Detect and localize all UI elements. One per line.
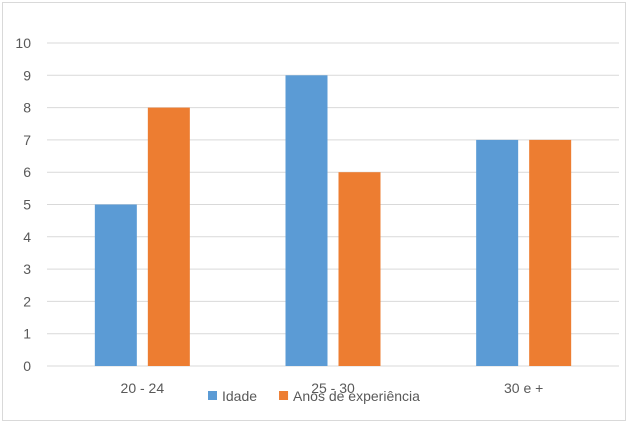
legend-label: Idade [222, 388, 257, 404]
y-tick-label: 4 [23, 229, 31, 245]
y-tick-label: 6 [23, 164, 31, 180]
legend-swatch [279, 391, 289, 400]
y-tick-label: 0 [23, 358, 31, 374]
y-tick-label: 2 [23, 293, 31, 309]
bar [476, 139, 519, 366]
y-tick-label: 7 [23, 132, 31, 148]
x-tick-label: 25 - 30 [311, 380, 355, 396]
chart-area: 0 1 2 3 4 5 6 7 8 9 10 20 - 24 25 - 30 30 e + Idade A… [2, 2, 626, 421]
bar-chart: 0 1 2 3 4 5 6 7 8 9 10 20 - 24 25 - 30 30 e + Idade A… [15, 35, 619, 404]
y-tick-label: 9 [23, 67, 31, 83]
bar [529, 139, 572, 366]
y-tick-label: 1 [23, 326, 31, 342]
bar [94, 204, 137, 366]
y-axis-ticks: 0 1 2 3 4 5 6 7 8 9 10 [15, 35, 31, 374]
y-tick-label: 10 [15, 35, 31, 51]
y-tick-label: 8 [23, 100, 31, 116]
bar [338, 172, 381, 366]
legend-label: Anos de experiência [293, 388, 420, 404]
bar [147, 107, 190, 366]
x-tick-label: 30 e + [504, 380, 543, 396]
gridlines [47, 42, 619, 367]
x-tick-label: 20 - 24 [121, 380, 165, 396]
bar [285, 75, 328, 367]
x-axis-ticks: 20 - 24 25 - 30 30 e + [121, 380, 544, 396]
legend-swatch [208, 391, 217, 400]
y-tick-label: 5 [23, 197, 31, 213]
legend: Idade Anos de experiência [208, 388, 420, 404]
y-tick-label: 3 [23, 261, 31, 277]
bars [94, 75, 572, 367]
